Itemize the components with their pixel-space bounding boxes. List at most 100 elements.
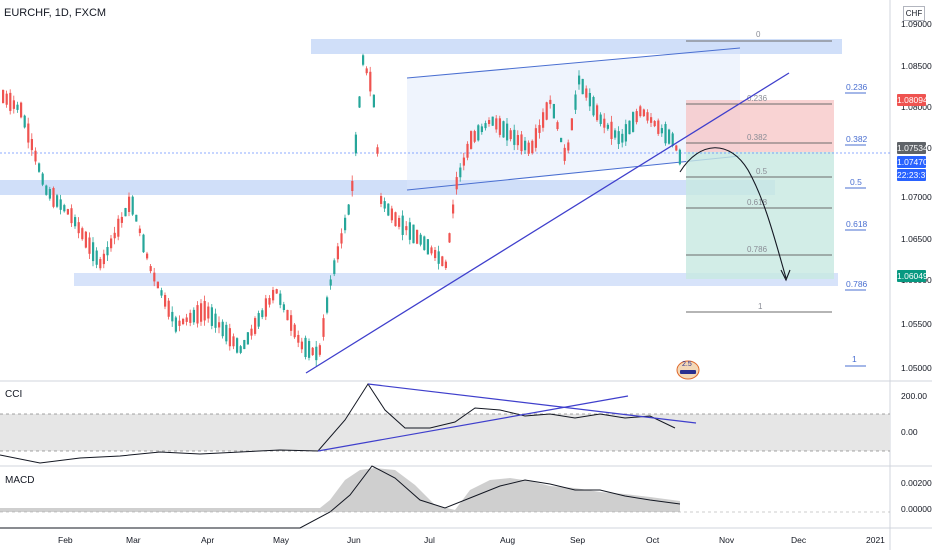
- candle-body: [2, 90, 5, 103]
- candle-body: [9, 92, 12, 111]
- candle-body: [621, 133, 624, 143]
- candle-body: [246, 332, 249, 345]
- svg-text:2.5: 2.5: [682, 361, 692, 368]
- price-tag-lower: 1.06049: [897, 270, 928, 282]
- candle-body: [574, 94, 577, 110]
- candle-body: [192, 309, 195, 323]
- candle-body: [477, 125, 480, 141]
- author-logo: 2.5: [676, 360, 700, 380]
- candle-body: [416, 229, 419, 244]
- candle-body: [358, 96, 361, 108]
- cci-tick: 200.00: [901, 391, 927, 401]
- candle-body: [646, 112, 649, 121]
- fib-inner-label: 0.5: [756, 167, 768, 176]
- fib-right-label: 0.382: [846, 134, 868, 144]
- candle-body: [383, 201, 386, 209]
- candle-body: [495, 118, 498, 130]
- candle-body: [329, 279, 332, 286]
- candle-body: [124, 208, 127, 217]
- candle-body: [286, 309, 289, 321]
- candle-body: [293, 324, 296, 338]
- currency-button[interactable]: CHF: [903, 6, 925, 21]
- price-tick: 1.09000: [901, 19, 932, 29]
- price-tick: 1.05500: [901, 319, 932, 329]
- candle-body: [95, 250, 98, 265]
- candle-body: [549, 99, 552, 105]
- candle-body: [401, 215, 404, 235]
- fib-right-label: 0.786: [846, 279, 868, 289]
- candle-body: [200, 303, 203, 322]
- candle-body: [88, 237, 91, 254]
- price-tick: 1.07000: [901, 192, 932, 202]
- stop-loss-zone: [686, 100, 834, 152]
- candle-body: [171, 311, 174, 322]
- time-tick: Sep: [570, 535, 585, 545]
- candle-body: [527, 142, 530, 154]
- candle-body: [470, 131, 473, 149]
- candle-body: [41, 173, 44, 185]
- candle-body: [570, 118, 573, 131]
- candle-body: [657, 120, 660, 134]
- candle-body: [430, 247, 433, 254]
- candle-body: [538, 125, 541, 133]
- candle-body: [282, 304, 285, 310]
- candle-body: [45, 185, 48, 195]
- candle-body: [434, 249, 437, 259]
- candlestick-series: [2, 53, 681, 366]
- candle-body: [567, 142, 570, 151]
- uptrend-line[interactable]: [305, 72, 790, 374]
- candle-body: [174, 317, 177, 332]
- candle-body: [491, 116, 494, 126]
- candle-body: [466, 143, 469, 158]
- candle-body: [279, 293, 282, 305]
- candle-body: [257, 313, 260, 327]
- candle-body: [498, 118, 501, 135]
- candle-body: [610, 121, 613, 140]
- candle-body: [563, 147, 566, 161]
- candle-body: [668, 129, 671, 144]
- take-profit-zone: [686, 152, 834, 279]
- candle-body: [92, 242, 95, 262]
- candle-body: [448, 233, 451, 243]
- candle-body: [664, 124, 667, 144]
- price-tick: 1.06500: [901, 234, 932, 244]
- candle-body: [617, 131, 620, 145]
- time-tick: Dec: [791, 535, 807, 545]
- candle-body: [408, 222, 411, 240]
- countdown-tag: 22:23:37: [897, 169, 931, 181]
- macd-line: [0, 465, 681, 529]
- symbol-title[interactable]: EURCHF, 1D, FXCM: [4, 7, 107, 19]
- candle-body: [77, 222, 80, 234]
- time-tick: Mar: [126, 535, 141, 545]
- candle-body: [315, 346, 318, 361]
- candle-body: [581, 78, 584, 95]
- price-tick: 1.05000: [901, 363, 932, 373]
- candle-body: [34, 150, 37, 162]
- candle-body: [531, 140, 534, 154]
- candle-body: [318, 345, 321, 355]
- candle-body: [311, 347, 314, 356]
- time-tick: Jun: [347, 535, 361, 545]
- candle-body: [290, 315, 293, 331]
- fib-right-label: 0.5: [850, 177, 862, 187]
- candle-body: [502, 121, 505, 138]
- candle-body: [506, 123, 509, 141]
- cci-tick: 0.00: [901, 427, 918, 437]
- candle-body: [340, 233, 343, 244]
- candle-body: [221, 321, 224, 337]
- candle-body: [131, 196, 134, 215]
- candle-body: [624, 124, 627, 142]
- candle-body: [354, 134, 357, 154]
- candle-body: [146, 253, 149, 259]
- candle-body: [48, 188, 51, 199]
- candle-body: [308, 341, 311, 358]
- candle-body: [110, 238, 113, 249]
- channel-bottom-line: [406, 155, 741, 191]
- candle-body: [102, 253, 105, 265]
- price-tag-current-a: 1.07534: [897, 142, 928, 154]
- candle-body: [203, 300, 206, 321]
- cci-line: [0, 383, 676, 464]
- candle-body: [225, 324, 228, 342]
